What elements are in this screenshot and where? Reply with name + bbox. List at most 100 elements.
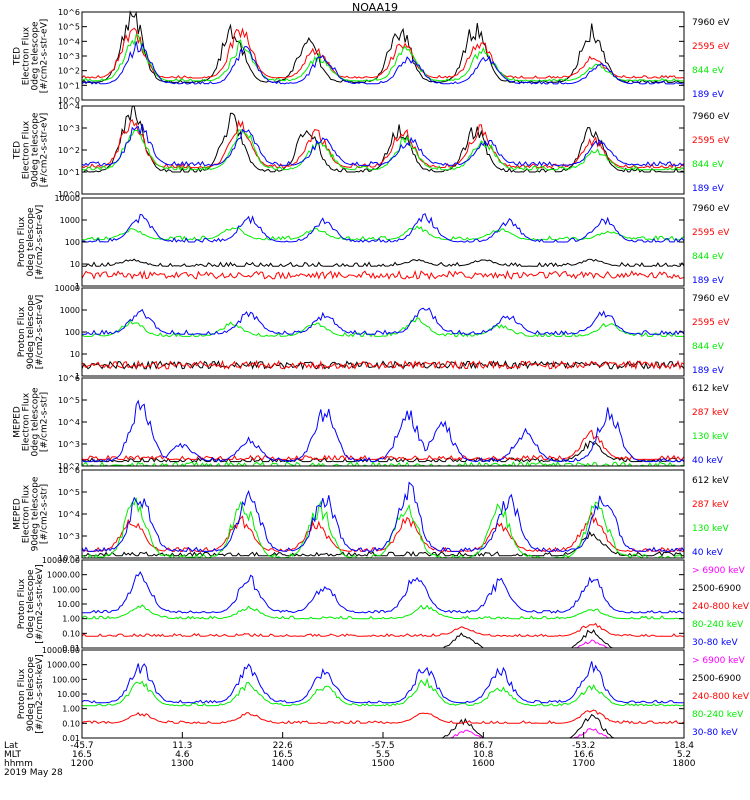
- y-tick-label: 1.00: [62, 615, 80, 624]
- legend-entry: 130 keV: [692, 432, 729, 442]
- legend-entry: 30-80 keV: [692, 638, 738, 648]
- y-axis-label-line: [#/cm2-s-str-keV]: [35, 654, 45, 733]
- series-line-80-240-kev: [81, 604, 685, 620]
- x-label-lat: 11.3: [172, 741, 192, 751]
- y-axis-label-line: [#/cm2-s-str-eV]: [35, 205, 45, 280]
- legend-entry: > 6900 keV: [692, 566, 746, 576]
- legend-entry: 240-800 keV: [692, 602, 750, 612]
- legend-entry: > 6900 keV: [692, 656, 746, 666]
- series-line-2595-ev: [81, 118, 685, 169]
- y-tick-label: 10^4: [58, 418, 80, 427]
- series-line-7960-ev: [81, 360, 685, 371]
- legend-entry: 612 keV: [692, 476, 729, 486]
- x-label-lat: -57.5: [371, 741, 394, 751]
- y-axis-label-line: Electron Flux: [22, 26, 32, 85]
- y-tick-label: 1: [75, 372, 80, 381]
- y-tick-label: 1000.00: [47, 661, 80, 670]
- panel-frame: [81, 11, 685, 101]
- legend-entry: 7960 eV: [692, 294, 730, 304]
- x-row-label: hhmm: [4, 759, 33, 769]
- legend-entry: 130 keV: [692, 524, 729, 534]
- y-axis-label-line: [#/cm2-s-str]: [40, 392, 50, 452]
- legend-entry: 844 eV: [692, 66, 725, 76]
- legend-entry: 2500-6900: [692, 674, 741, 684]
- x-label-mlt: 16.5: [72, 750, 92, 760]
- y-axis-label-line: 0deg telescope: [31, 387, 41, 457]
- y-axis-label-line: Electron Flux: [22, 484, 32, 543]
- series-line-844-ev: [81, 316, 684, 338]
- y-tick-label: 10^4: [58, 102, 80, 111]
- panel-frame: [81, 377, 685, 467]
- y-axis-label-line: MEPED: [13, 406, 23, 438]
- y-tick-label: 10^2: [58, 554, 80, 563]
- y-axis-label-line: Electron Flux: [22, 392, 32, 451]
- y-axis-label-line: 0deg telescope: [31, 21, 41, 91]
- y-axis-label: MEPED Electron Flux 0deg telescope [#/cm2-s…: [13, 387, 50, 457]
- y-axis-label-line: 90deg telescope: [31, 476, 41, 551]
- legend-entry: 612 keV: [692, 384, 729, 394]
- legend-entry: 2595 eV: [692, 136, 730, 146]
- x-label-mlt: 5.5: [376, 750, 390, 760]
- y-tick-label: 100: [65, 328, 80, 337]
- y-tick-label: 10^3: [58, 532, 80, 541]
- y-tick-label: 10^3: [58, 440, 80, 449]
- y-axis-label-line: [#/cm2-s-str-keV]: [35, 564, 45, 643]
- panel-2: 10^0 10^1 10^2 10^3 10^4 TED Electron Flux 90de…: [13, 102, 731, 199]
- y-tick-label: 0.10: [62, 629, 80, 638]
- series-line-2595-ev: [81, 359, 685, 371]
- series-line-287-kev: [81, 429, 685, 461]
- y-tick-label: 10000: [55, 284, 80, 293]
- series-line-30-80-kev: [81, 661, 684, 704]
- y-tick-label: 10000.00: [42, 556, 80, 565]
- series-line-30-80-kev: [82, 570, 684, 614]
- y-axis-label-line: Proton Flux: [17, 668, 27, 719]
- series-line-40-kev: [81, 399, 685, 463]
- legend-entry: 80-240 keV: [692, 710, 744, 720]
- series-line--6900-kev: [82, 639, 684, 649]
- series-line-844-ev: [82, 225, 685, 241]
- y-axis-label: Proton Flux 90deg telescope [#/cm2-s-str-e…: [17, 294, 45, 369]
- series-line-2500-6900: [82, 628, 684, 649]
- legend-entry: 287 keV: [692, 500, 729, 510]
- series-line-7960-ev: [82, 105, 685, 173]
- y-tick-label: 100.00: [52, 585, 80, 594]
- y-axis-label-line: 90deg telescope: [26, 656, 36, 731]
- series-line-612-kev: [81, 440, 685, 463]
- y-axis-label-line: TED: [13, 47, 23, 66]
- y-tick-label: 10^4: [58, 37, 80, 46]
- y-tick-label: 10^3: [58, 52, 80, 61]
- legend-entry: 240-800 keV: [692, 692, 750, 702]
- x-label-mlt: 5.2: [677, 750, 691, 760]
- y-tick-label: 10^1: [58, 168, 80, 177]
- panel-7: 0.010.101.0010.00100.001000.0010000.00Pr…: [17, 556, 750, 653]
- legend-entry: 30-80 keV: [692, 728, 738, 738]
- panel-1: 10^0 10^1 10^2 10^3 10^4 10^5 10^6 TED Electron …: [13, 8, 731, 105]
- y-axis-label: Proton Flux 0deg telescope [#/cm2-s-str-ke…: [17, 564, 45, 643]
- series-line-612-kev: [82, 530, 684, 557]
- legend-entry: 2500-6900: [692, 584, 741, 594]
- y-tick-label: 10^5: [58, 23, 80, 32]
- legend-entry: 7960 eV: [692, 18, 730, 28]
- panel-6: 10^2 10^3 10^4 10^5 10^6 MEPED Electron Flux 90…: [13, 466, 730, 563]
- legend-entry: 2595 eV: [692, 318, 730, 328]
- y-axis-label-line: Proton Flux: [17, 306, 27, 357]
- y-tick-label: 10.00: [57, 600, 80, 609]
- legend-entry: 189 eV: [692, 90, 725, 100]
- x-label-hhmm: 1700: [572, 759, 595, 769]
- legend-entry: 844 eV: [692, 342, 725, 352]
- legend-entry: 7960 eV: [692, 204, 730, 214]
- series-line-189-ev: [81, 41, 684, 85]
- y-axis-label-line: [#/cm2-s-str-eV]: [40, 113, 50, 188]
- legend-entry: 189 eV: [692, 184, 725, 194]
- y-tick-label: 10^5: [58, 396, 80, 405]
- x-label-hhmm: 1200: [71, 759, 94, 769]
- y-axis-label-line: 90deg telescope: [26, 294, 36, 369]
- y-axis-label-line: 90deg telescope: [31, 112, 41, 187]
- series-line-844-ev: [81, 34, 684, 82]
- panel-8: 0.010.101.0010.00100.001000.0010000.00Pr…: [17, 646, 750, 743]
- y-axis-label-line: 0deg telescope: [26, 569, 36, 639]
- y-tick-label: 10: [70, 260, 80, 269]
- x-label-mlt: 16.5: [273, 750, 293, 760]
- x-row-label: MLT: [4, 750, 22, 760]
- legend-entry: 40 keV: [692, 456, 724, 466]
